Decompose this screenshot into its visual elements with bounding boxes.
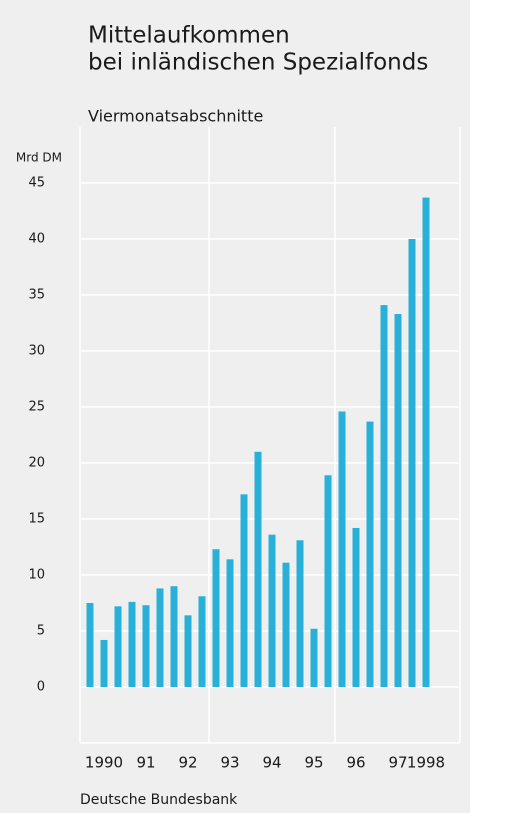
y-tick-label: 15 <box>28 512 45 527</box>
bar <box>254 451 262 687</box>
bar <box>310 628 318 687</box>
source: Deutsche Bundesbank <box>80 792 238 808</box>
bar <box>296 540 304 687</box>
y-axis-label: Mrd DM <box>16 151 62 165</box>
bar <box>156 588 164 687</box>
x-tick-label: 1998 <box>407 754 445 772</box>
x-tick-label: 95 <box>304 754 323 772</box>
y-tick-label: 35 <box>28 288 45 303</box>
x-tick-label: 96 <box>346 754 365 772</box>
y-tick-label: 45 <box>28 176 45 191</box>
y-tick-label: 5 <box>37 624 45 639</box>
chart-title: bei inländischen Spezialfonds <box>88 50 428 76</box>
bar <box>394 314 402 687</box>
bar <box>100 639 108 687</box>
x-tick-label: 93 <box>220 754 239 772</box>
bar <box>324 475 332 687</box>
bar <box>212 549 220 687</box>
y-tick-label: 10 <box>28 568 45 583</box>
y-tick-label: 25 <box>28 400 45 415</box>
y-tick-label: 30 <box>28 344 45 359</box>
bar <box>142 605 150 687</box>
bar <box>352 527 360 687</box>
bar <box>408 239 416 687</box>
y-tick-label: 0 <box>37 680 45 695</box>
x-tick-label: 1990 <box>85 754 123 772</box>
x-tick-label: 92 <box>178 754 197 772</box>
bar <box>170 586 178 687</box>
x-tick-label: 91 <box>136 754 155 772</box>
bar <box>338 411 346 687</box>
bar <box>198 596 206 687</box>
chart-title: Mittelaufkommen <box>88 23 290 49</box>
bar <box>268 534 276 687</box>
bar <box>366 421 374 687</box>
bar <box>422 197 430 687</box>
y-tick-label: 20 <box>28 456 45 471</box>
bar <box>226 559 234 687</box>
x-tick-label: 97 <box>388 754 407 772</box>
x-tick-label: 94 <box>262 754 281 772</box>
bar <box>86 603 94 687</box>
chart-subtitle: Viermonatsabschnitte <box>88 107 263 126</box>
bar <box>380 305 388 687</box>
bar <box>114 606 122 687</box>
y-tick-label: 40 <box>28 232 45 247</box>
bar <box>184 615 192 687</box>
bar <box>282 562 290 687</box>
frame <box>79 127 461 744</box>
bar <box>128 601 136 687</box>
bar <box>240 494 248 687</box>
